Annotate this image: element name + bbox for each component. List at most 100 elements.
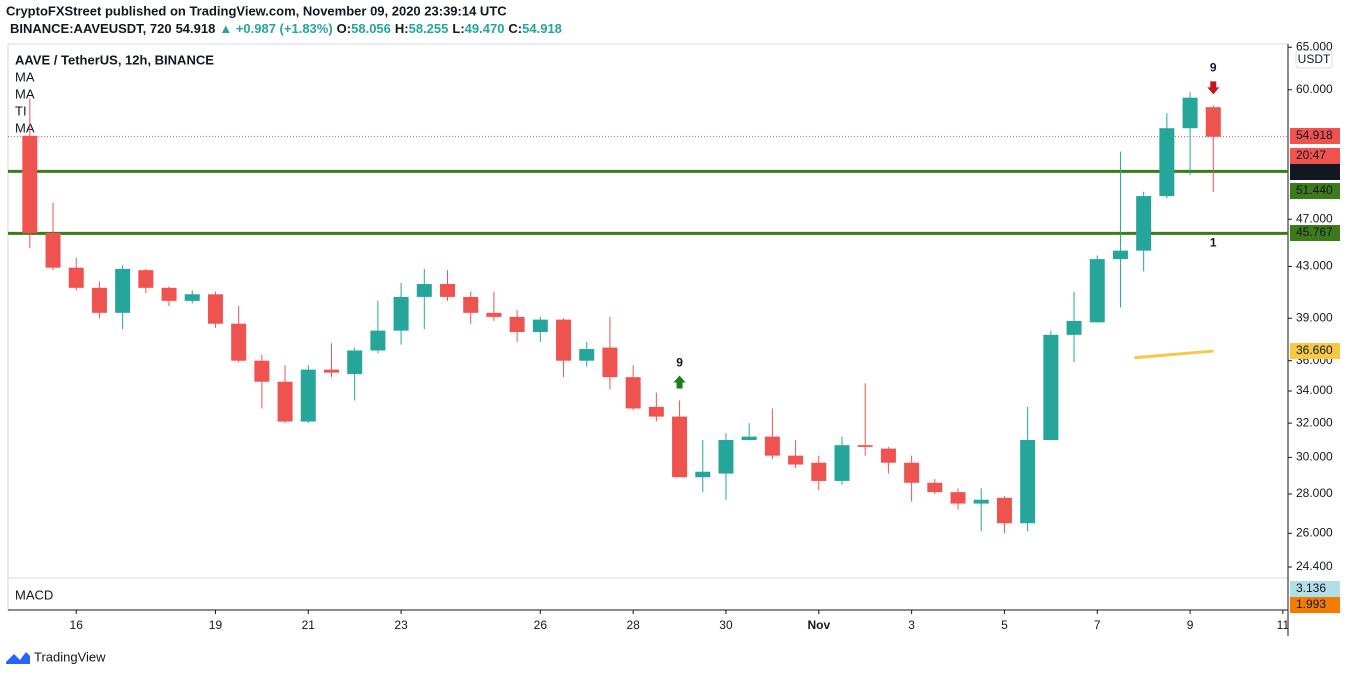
y-tick-label: 26.000 bbox=[1296, 525, 1333, 539]
x-tick-label: 9 bbox=[1187, 618, 1194, 632]
ohlc-label: L: bbox=[452, 21, 464, 36]
macd-tag bbox=[1290, 597, 1340, 613]
macd-tag-label: 1.993 bbox=[1296, 597, 1326, 611]
candle-body bbox=[440, 283, 456, 297]
candle-body bbox=[1066, 320, 1082, 335]
td-count: 9 bbox=[676, 356, 683, 370]
macd-label: MACD bbox=[15, 587, 53, 602]
brand: TradingView bbox=[34, 649, 106, 664]
symbol-line: BINANCE:AAVEUSDT, 720 54.918 ▲ +0.987 (+1.… bbox=[10, 21, 562, 36]
price-tag-label: 45.767 bbox=[1296, 225, 1333, 239]
y-tick-label: 60.000 bbox=[1296, 82, 1333, 96]
candle-body bbox=[927, 482, 943, 493]
logo-shape bbox=[6, 652, 30, 664]
ohlc-value: 58.056 bbox=[351, 21, 391, 36]
y-tick-label: 65.000 bbox=[1296, 39, 1333, 53]
indicator-name: MA bbox=[15, 69, 35, 84]
x-tick-label: 21 bbox=[302, 618, 316, 632]
candle-body bbox=[788, 455, 804, 465]
candle-body bbox=[161, 287, 177, 301]
price-tag bbox=[1290, 225, 1340, 241]
candle-body bbox=[556, 319, 572, 361]
x-tick-label: 30 bbox=[719, 618, 733, 632]
currency: USDT bbox=[1298, 52, 1331, 66]
candle-body bbox=[231, 323, 247, 361]
candle-body bbox=[254, 360, 270, 382]
price-tag bbox=[1290, 148, 1340, 164]
currency-box bbox=[1295, 49, 1333, 69]
candle-body bbox=[741, 436, 757, 441]
price-tag bbox=[1290, 164, 1340, 180]
y-tick-label: 34.000 bbox=[1296, 383, 1333, 397]
x-tick-label: 16 bbox=[70, 618, 84, 632]
ohlc-label: H: bbox=[395, 21, 409, 36]
candle-body bbox=[648, 406, 664, 417]
candle-body bbox=[486, 312, 502, 317]
candle-body bbox=[904, 462, 920, 483]
price-tag bbox=[1290, 128, 1340, 144]
candle-body bbox=[91, 287, 107, 313]
candle-body bbox=[1182, 97, 1198, 129]
symbol: BINANCE:AAVEUSDT, 720 bbox=[10, 21, 172, 36]
x-tick-label: 26 bbox=[534, 618, 548, 632]
candle-body bbox=[184, 294, 200, 301]
x-tick-label: 3 bbox=[908, 618, 915, 632]
y-tick-label: 32.000 bbox=[1296, 415, 1333, 429]
price-tag bbox=[1290, 343, 1340, 359]
y-tick-label: 30.000 bbox=[1296, 450, 1333, 464]
candle-body bbox=[602, 347, 618, 378]
price-tag bbox=[1290, 183, 1340, 199]
td-arrow bbox=[673, 375, 686, 389]
price-tag-label: 54.918 bbox=[1296, 128, 1333, 142]
y-tick-label: 43.000 bbox=[1296, 259, 1333, 273]
candle-body bbox=[880, 448, 896, 463]
macd-tag bbox=[1290, 581, 1340, 597]
candle-body bbox=[207, 294, 223, 324]
candle-body bbox=[811, 462, 827, 481]
price-tag-label: 20:47 bbox=[1296, 148, 1326, 162]
y-tick-label: 39.000 bbox=[1296, 310, 1333, 324]
x-tick-label: 23 bbox=[394, 618, 408, 632]
candle-body bbox=[996, 497, 1012, 524]
y-tick-label: 47.000 bbox=[1296, 211, 1333, 225]
candle-body bbox=[1089, 259, 1105, 323]
candle-body bbox=[1020, 440, 1036, 524]
candle-body bbox=[695, 471, 711, 478]
candle-body bbox=[370, 330, 386, 351]
ohlc-value: 58.255 bbox=[409, 21, 449, 36]
brand-logo bbox=[6, 652, 30, 664]
candle-body bbox=[1159, 128, 1175, 197]
x-tick-label: 19 bbox=[209, 618, 223, 632]
x-tick-label: 11 bbox=[1277, 618, 1290, 632]
candle-body bbox=[672, 416, 688, 478]
x-tick-label: 7 bbox=[1094, 618, 1101, 632]
ohlc-value: 54.918 bbox=[522, 21, 562, 36]
price-tag-label: 54.918 bbox=[1296, 164, 1333, 178]
candle-body bbox=[22, 135, 38, 233]
last-price: 54.918 bbox=[176, 21, 216, 36]
ma-line bbox=[1134, 349, 1214, 360]
candle-body bbox=[45, 232, 61, 268]
indicator-name: MA bbox=[15, 86, 35, 101]
y-tick-label: 28.000 bbox=[1296, 486, 1333, 500]
candle-body bbox=[834, 445, 850, 481]
legend-title: AAVE / TetherUS, 12h, BINANCE bbox=[15, 52, 214, 67]
td-arrow bbox=[1207, 81, 1220, 95]
price-tag-label: 51.440 bbox=[1296, 183, 1333, 197]
candle-body bbox=[300, 369, 316, 422]
candle-body bbox=[416, 283, 432, 297]
candle-body bbox=[68, 267, 84, 288]
candle-body bbox=[1043, 334, 1059, 441]
ohlc-label: C: bbox=[508, 21, 522, 36]
candle-body bbox=[393, 296, 409, 331]
candle-body bbox=[1205, 107, 1221, 137]
candle-body bbox=[1136, 196, 1152, 251]
candle-body bbox=[950, 492, 966, 504]
y-tick-label: 24.400 bbox=[1296, 559, 1333, 573]
candle-body bbox=[277, 381, 293, 422]
candle-body bbox=[1112, 250, 1128, 260]
candle-body bbox=[764, 436, 780, 456]
candle-body bbox=[579, 349, 595, 361]
candle-body bbox=[323, 369, 339, 373]
